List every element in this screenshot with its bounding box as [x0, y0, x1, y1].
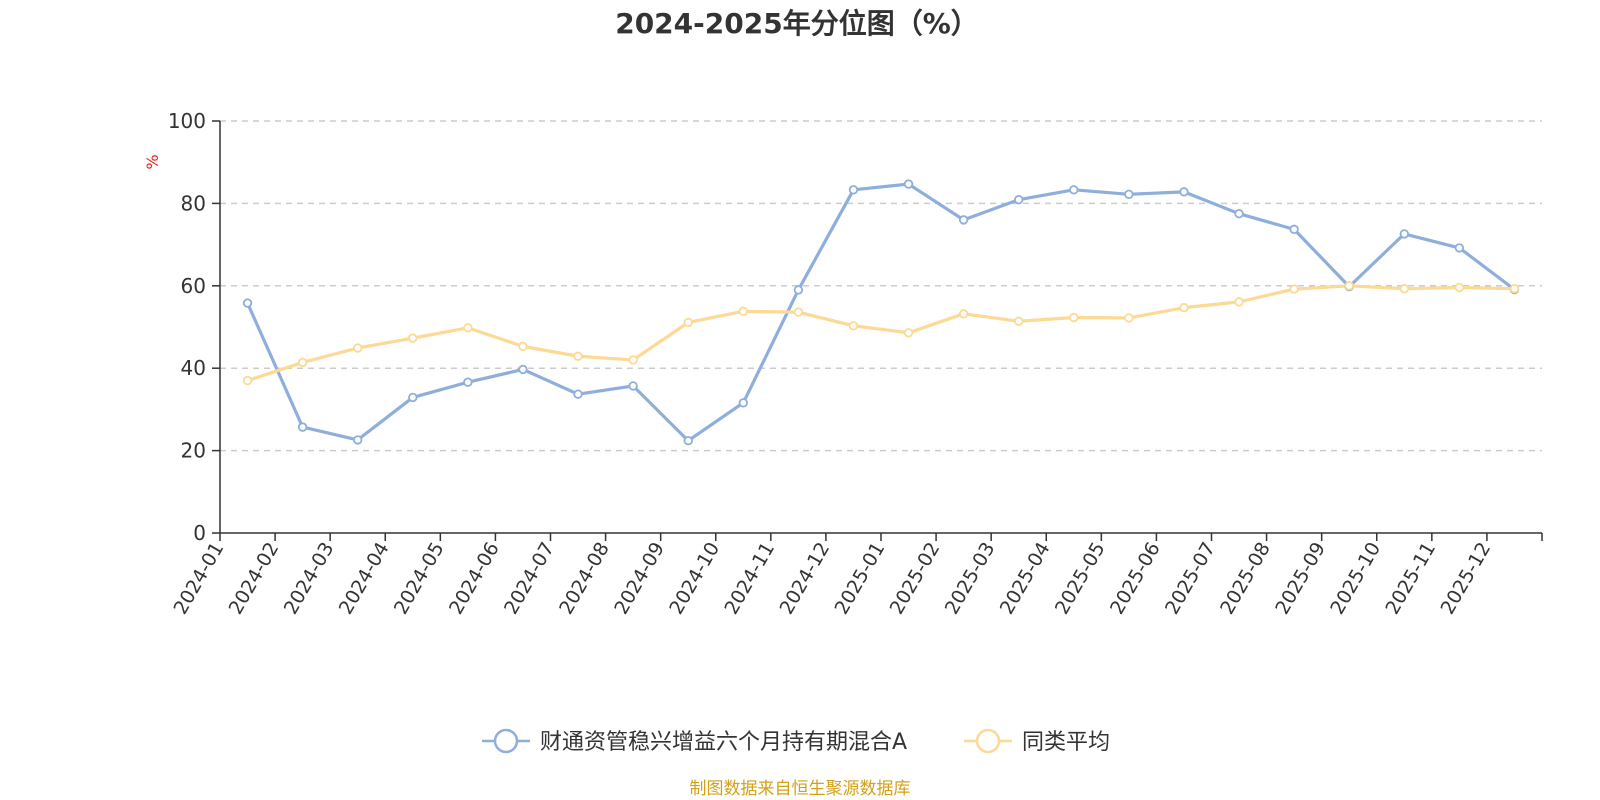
y-tick-label: 80: [181, 191, 206, 215]
y-tick-label: 100: [168, 109, 206, 133]
data-point-series-2[interactable]: [1014, 316, 1024, 326]
data-source-note: 制图数据来自恒生聚源数据库: [690, 779, 911, 799]
data-point-series-2[interactable]: [518, 341, 528, 352]
data-point-series-2[interactable]: [738, 306, 748, 317]
y-tick-label: 60: [181, 274, 206, 298]
data-point-series-1[interactable]: [958, 215, 969, 225]
data-point-series-2[interactable]: [793, 307, 804, 317]
data-point-series-1[interactable]: [683, 436, 693, 446]
data-point-series-2[interactable]: [1344, 281, 1354, 291]
data-point-series-2[interactable]: [1454, 282, 1465, 293]
x-tick-label: 2024-11: [720, 539, 779, 619]
data-point-series-2[interactable]: [1289, 284, 1299, 294]
x-tick-label: 2024-04: [335, 539, 394, 619]
data-point-series-1[interactable]: [408, 392, 418, 403]
x-tick-label: 2024-12: [775, 539, 834, 619]
data-point-series-2[interactable]: [242, 375, 253, 386]
y-tick-label: 0: [193, 521, 206, 545]
x-tick-label: 2025-11: [1381, 539, 1440, 619]
x-tick-label: 2024-08: [555, 539, 614, 619]
data-point-series-1[interactable]: [518, 364, 528, 375]
data-point-series-1[interactable]: [1014, 194, 1024, 205]
y-tick-label: 20: [181, 439, 206, 463]
data-point-series-1[interactable]: [1289, 224, 1299, 235]
grid-lines: [220, 120, 1542, 452]
data-point-series-2[interactable]: [573, 351, 583, 361]
data-point-series-2[interactable]: [463, 323, 473, 333]
data-point-series-2[interactable]: [1124, 313, 1134, 323]
data-point-series-1[interactable]: [1069, 185, 1079, 195]
data-point-series-2[interactable]: [628, 355, 638, 365]
data-point-series-1[interactable]: [1399, 229, 1409, 239]
x-tick-label: 2024-10: [665, 539, 724, 619]
y-axis-unit: %: [143, 154, 162, 169]
data-point-series-1[interactable]: [573, 389, 583, 399]
data-point-series-1[interactable]: [1179, 187, 1189, 197]
legend-marker: [493, 728, 519, 754]
x-tick-label: 2024-07: [500, 539, 559, 619]
legend-marker: [975, 728, 1001, 754]
chart-title: 2024-2025年分位图（%）: [615, 7, 979, 40]
data-point-series-2[interactable]: [848, 321, 859, 331]
data-point-series-2[interactable]: [1179, 302, 1189, 313]
x-tick-label: 2025-06: [1106, 539, 1165, 619]
series-line-2: [247, 284, 1515, 383]
data-point-series-1[interactable]: [793, 285, 804, 295]
x-tick-label: 2025-03: [941, 539, 1000, 619]
x-tick-label: 2025-05: [1051, 539, 1110, 619]
x-tick-label: 2024-01: [170, 539, 229, 619]
series-line-1: [246, 182, 1516, 443]
x-tick-label: 2024-09: [610, 539, 669, 619]
y-tick-label: 40: [181, 356, 206, 380]
legend-label: 财通资管稳兴增益六个月持有期混合A: [540, 730, 907, 755]
data-point-series-2[interactable]: [903, 328, 914, 338]
x-tick-label: 2024-03: [280, 539, 339, 619]
data-point-series-2[interactable]: [1069, 312, 1079, 323]
data-point-series-1[interactable]: [242, 298, 253, 308]
legend-item-1[interactable]: 财通资管稳兴增益六个月持有期混合A: [482, 728, 907, 755]
x-tick-label: 2024-06: [445, 539, 504, 619]
data-point-series-1[interactable]: [848, 185, 859, 195]
data-point-series-2[interactable]: [1234, 297, 1244, 307]
x-tick-label: 2025-10: [1326, 539, 1385, 619]
data-point-series-2[interactable]: [1399, 283, 1409, 294]
data-point-series-1[interactable]: [903, 179, 914, 189]
x-tick-label: 2025-01: [831, 539, 890, 619]
data-point-series-2[interactable]: [297, 357, 308, 368]
legend[interactable]: 财通资管稳兴增益六个月持有期混合A 同类平均: [482, 728, 1110, 755]
x-tick-label: 2024-02: [225, 539, 284, 619]
legend-item-2[interactable]: 同类平均: [964, 728, 1110, 755]
data-point-series-1[interactable]: [297, 422, 308, 432]
data-point-series-1[interactable]: [738, 398, 748, 408]
data-point-series-2[interactable]: [408, 333, 418, 343]
data-point-series-1[interactable]: [463, 377, 473, 387]
x-tick-label: 2025-04: [996, 539, 1055, 619]
x-tick-label: 2024-05: [390, 539, 449, 619]
x-tick-label: 2025-08: [1216, 539, 1275, 619]
legend-label: 同类平均: [1022, 730, 1110, 755]
data-point-series-1[interactable]: [628, 381, 638, 391]
data-point-series-1[interactable]: [1124, 189, 1134, 200]
data-point-series-2[interactable]: [1509, 283, 1520, 294]
x-tick-label: 2025-09: [1271, 539, 1330, 619]
x-tick-label: 2025-12: [1436, 539, 1495, 619]
data-point-series-1[interactable]: [353, 435, 363, 445]
data-point-series-1[interactable]: [1234, 208, 1244, 219]
x-tick-label: 2025-07: [1161, 539, 1220, 619]
data-point-series-2[interactable]: [353, 343, 363, 353]
data-point-series-2[interactable]: [958, 309, 969, 319]
data-point-series-2[interactable]: [683, 317, 693, 328]
data-point-series-1[interactable]: [1454, 243, 1465, 253]
series-lines: [242, 179, 1520, 446]
x-tick-label: 2025-02: [886, 539, 945, 619]
